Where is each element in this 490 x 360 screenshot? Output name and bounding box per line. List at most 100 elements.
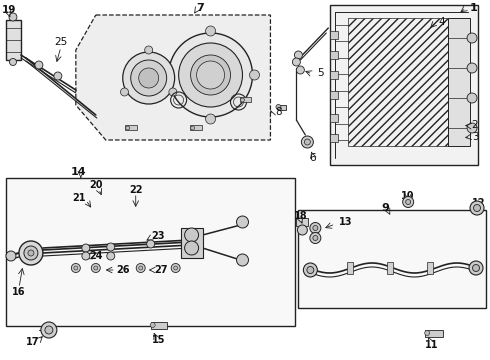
Circle shape <box>467 63 477 73</box>
Circle shape <box>206 114 216 124</box>
Circle shape <box>185 228 198 242</box>
Circle shape <box>9 58 17 66</box>
Bar <box>6 20 21 60</box>
Circle shape <box>24 246 38 260</box>
Bar <box>330 31 338 39</box>
Circle shape <box>241 98 245 102</box>
Circle shape <box>237 254 248 266</box>
Circle shape <box>403 197 414 207</box>
Circle shape <box>41 322 57 338</box>
Circle shape <box>19 241 43 265</box>
Circle shape <box>310 222 321 234</box>
Circle shape <box>297 225 307 235</box>
Bar <box>330 114 338 122</box>
Circle shape <box>72 264 80 273</box>
Circle shape <box>467 33 477 43</box>
Bar <box>330 51 338 59</box>
Bar <box>125 125 137 130</box>
Text: 20: 20 <box>89 180 102 190</box>
Text: 16: 16 <box>12 287 25 297</box>
Circle shape <box>136 264 145 273</box>
Circle shape <box>74 266 78 270</box>
Circle shape <box>293 58 300 66</box>
Circle shape <box>145 46 153 54</box>
Circle shape <box>28 250 34 256</box>
Bar <box>190 125 201 130</box>
Circle shape <box>179 43 243 107</box>
Circle shape <box>301 136 314 148</box>
Text: 6: 6 <box>309 153 316 163</box>
Circle shape <box>470 201 484 215</box>
Circle shape <box>406 199 411 204</box>
Bar <box>240 97 251 102</box>
Text: 11: 11 <box>425 340 439 350</box>
Circle shape <box>307 266 314 274</box>
Bar <box>298 210 486 308</box>
Text: 14: 14 <box>71 167 87 177</box>
Circle shape <box>139 266 143 270</box>
Circle shape <box>276 104 281 109</box>
Circle shape <box>313 235 318 240</box>
Circle shape <box>147 240 155 248</box>
Circle shape <box>121 88 128 96</box>
Text: 3: 3 <box>472 132 478 142</box>
Circle shape <box>469 261 483 275</box>
Bar <box>151 322 167 329</box>
Circle shape <box>467 123 477 133</box>
Circle shape <box>122 52 174 104</box>
Bar <box>425 330 443 337</box>
Text: 2: 2 <box>472 120 478 130</box>
Text: 25: 25 <box>54 37 68 47</box>
Bar <box>448 18 470 146</box>
Text: 15: 15 <box>152 335 166 345</box>
Text: 19: 19 <box>2 5 16 15</box>
Text: 18: 18 <box>294 211 307 221</box>
Circle shape <box>162 70 172 80</box>
Text: 1: 1 <box>470 3 478 13</box>
Circle shape <box>54 72 62 80</box>
Bar <box>330 91 338 99</box>
Circle shape <box>249 70 260 80</box>
Text: 9: 9 <box>381 203 389 213</box>
Circle shape <box>107 243 115 251</box>
Circle shape <box>304 139 310 145</box>
Bar <box>296 218 308 226</box>
Circle shape <box>185 241 198 255</box>
Circle shape <box>313 225 318 230</box>
Text: 21: 21 <box>72 193 86 203</box>
Circle shape <box>91 264 100 273</box>
Bar <box>427 262 433 274</box>
Circle shape <box>191 55 230 95</box>
Circle shape <box>173 266 178 270</box>
Bar <box>348 18 448 146</box>
Circle shape <box>139 68 159 88</box>
Text: 12: 12 <box>472 198 486 208</box>
Text: 17: 17 <box>26 337 40 347</box>
Text: 10: 10 <box>401 191 415 201</box>
Bar <box>330 71 338 79</box>
Circle shape <box>150 323 155 328</box>
Text: 13: 13 <box>339 217 352 227</box>
Text: 27: 27 <box>154 265 168 275</box>
Text: 8: 8 <box>275 107 282 117</box>
Circle shape <box>94 266 98 270</box>
Text: 5: 5 <box>317 68 324 78</box>
Bar <box>347 262 353 274</box>
Circle shape <box>35 61 43 69</box>
Circle shape <box>206 26 216 36</box>
Circle shape <box>296 66 304 74</box>
Text: 23: 23 <box>151 231 165 241</box>
Circle shape <box>169 88 177 96</box>
Circle shape <box>237 216 248 228</box>
Bar <box>330 5 478 165</box>
Bar <box>278 105 287 110</box>
Circle shape <box>303 263 318 277</box>
Polygon shape <box>76 15 270 140</box>
Circle shape <box>310 233 321 243</box>
Circle shape <box>9 13 17 21</box>
Circle shape <box>131 60 167 96</box>
Bar <box>181 228 202 258</box>
Text: 26: 26 <box>116 265 129 275</box>
Text: 4: 4 <box>439 17 445 27</box>
Circle shape <box>169 33 252 117</box>
